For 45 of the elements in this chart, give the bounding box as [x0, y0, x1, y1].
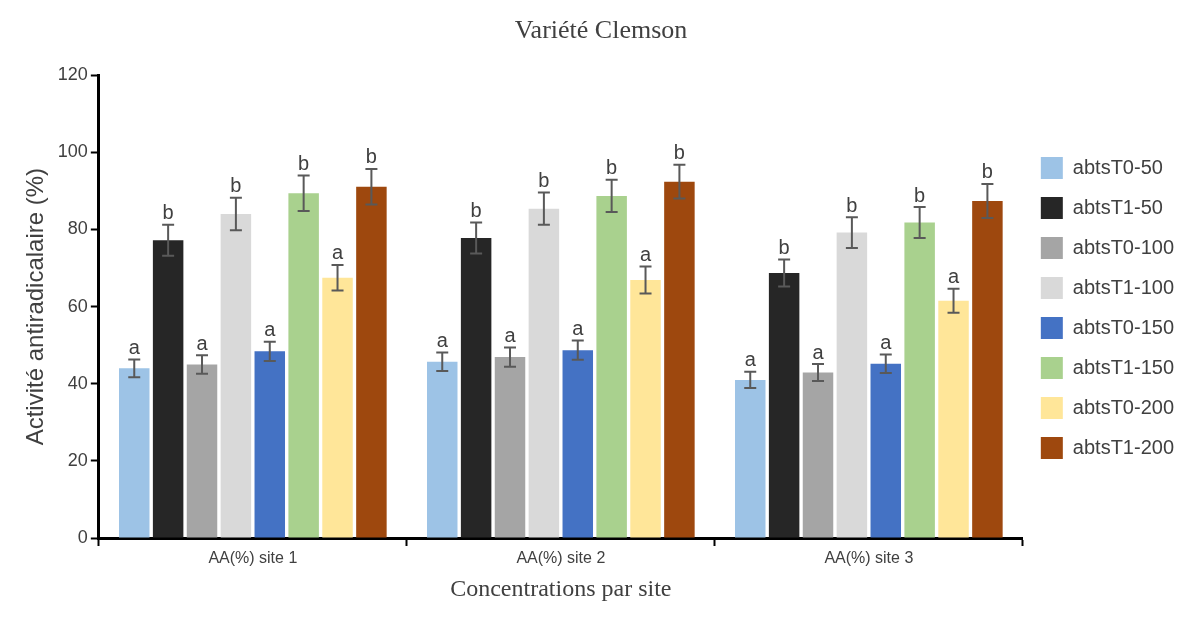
data-label: a [880, 330, 893, 353]
data-label: b [606, 156, 618, 179]
data-label: a [947, 265, 960, 288]
legend-label: abtsT1-150 [1072, 355, 1174, 378]
legend-label: abtsT0-50 [1072, 155, 1163, 178]
data-label: a [639, 243, 652, 266]
data-label: b [673, 141, 685, 164]
data-label: b [846, 193, 858, 216]
data-label: b [298, 151, 310, 174]
data-label: a [572, 317, 585, 340]
y-tick-label: 40 [67, 372, 88, 393]
data-label: a [436, 329, 449, 352]
data-label: a [264, 318, 277, 341]
data-label: a [504, 324, 517, 346]
data-label: a [196, 331, 209, 354]
data-label: b [162, 201, 174, 224]
data-label: b [778, 236, 790, 259]
data-label: b [981, 160, 993, 183]
y-axis-title: Activité antiradicalaire (%) [21, 167, 49, 446]
x-tick-label: AA(%) site 1 [208, 549, 298, 567]
chart-title: Variété Clemson [514, 15, 688, 45]
y-tick-label: 120 [57, 64, 88, 85]
data-label: b [230, 174, 242, 197]
legend-label: abtsT0-150 [1072, 315, 1174, 338]
y-tick-label: 20 [67, 449, 88, 470]
data-label: b [365, 145, 377, 168]
legend-label: abtsT1-100 [1072, 275, 1174, 298]
legend-label: abtsT0-100 [1072, 235, 1174, 258]
data-label: b [538, 168, 550, 191]
data-label: b [470, 199, 482, 222]
legend-label: abtsT1-50 [1072, 195, 1163, 218]
data-label: a [744, 348, 757, 371]
x-axis-title: Concentrations par site [450, 574, 672, 601]
data-label: b [914, 183, 926, 206]
y-tick-label: 80 [67, 218, 88, 239]
y-tick-label: 100 [57, 141, 88, 162]
x-tick-label: AA(%) site 3 [824, 549, 914, 567]
data-label: a [812, 340, 825, 363]
y-tick-label: 60 [67, 295, 88, 316]
x-tick-label: AA(%) site 2 [516, 549, 606, 567]
y-tick-label: 0 [77, 526, 88, 547]
legend-label: abtsT0-200 [1072, 395, 1174, 418]
data-label: a [331, 241, 344, 264]
data-label: a [128, 335, 141, 358]
legend-label: abtsT1-200 [1072, 435, 1174, 458]
